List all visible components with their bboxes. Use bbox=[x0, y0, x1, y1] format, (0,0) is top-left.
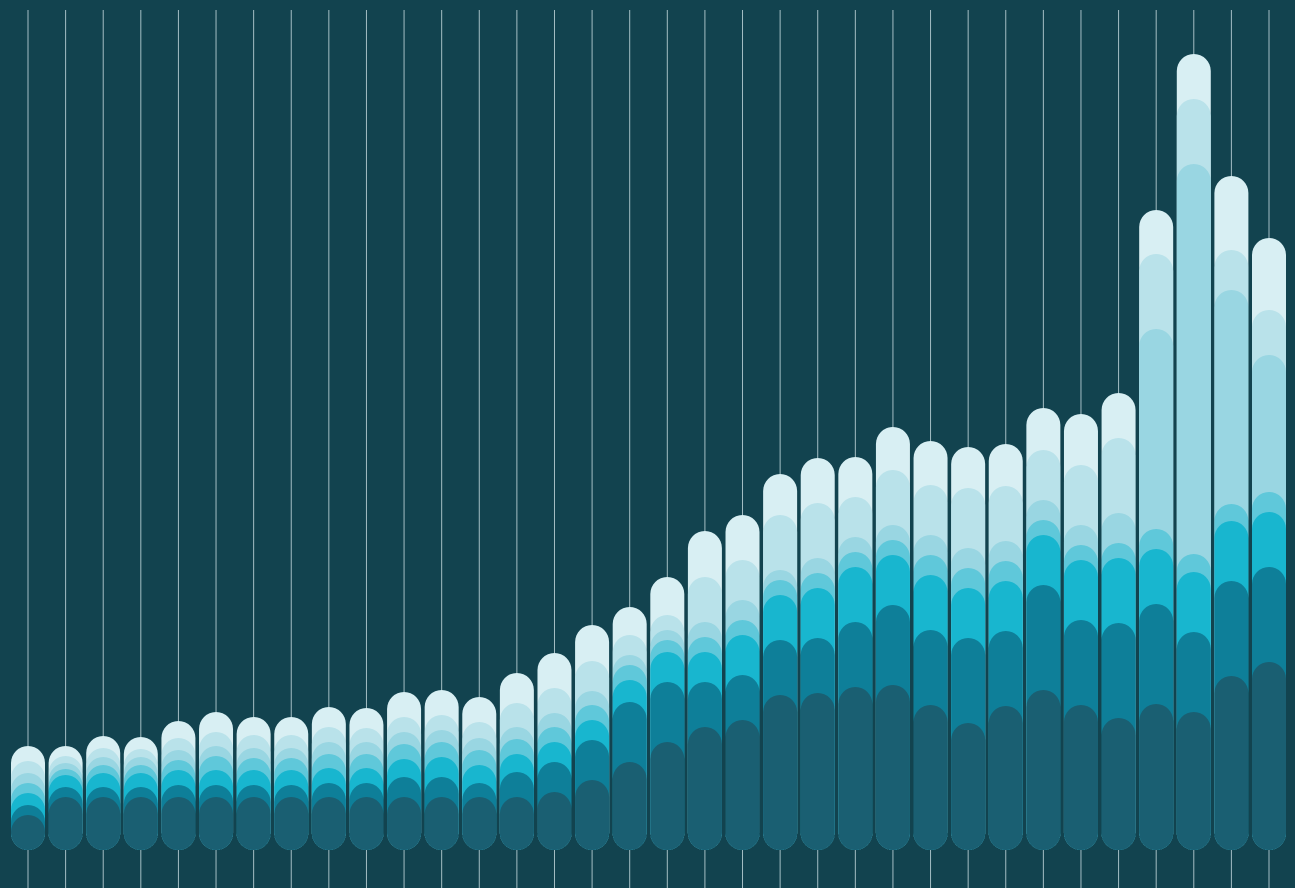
bar-segment bbox=[988, 706, 1023, 850]
bar-segment bbox=[1176, 712, 1211, 850]
bar-segment bbox=[875, 685, 910, 850]
bar-segment bbox=[1101, 718, 1136, 850]
bar-segment bbox=[387, 797, 422, 850]
bar-segment bbox=[48, 797, 83, 850]
bar-segment bbox=[650, 742, 685, 850]
bar-segment bbox=[537, 792, 572, 850]
bar-segment bbox=[1139, 704, 1174, 850]
bar-segment bbox=[838, 687, 873, 850]
bar-segment bbox=[575, 780, 610, 850]
bar-segment bbox=[311, 797, 346, 850]
bar-segment bbox=[462, 797, 497, 850]
bar-segment bbox=[687, 727, 722, 850]
bar-segment bbox=[123, 797, 158, 850]
bar-segment bbox=[800, 693, 835, 850]
bar-segment bbox=[349, 797, 384, 850]
bar-segment bbox=[424, 797, 459, 850]
bar-segment bbox=[1026, 690, 1061, 850]
bar-segment bbox=[161, 797, 196, 850]
bar-segment bbox=[236, 797, 271, 850]
bar-segment bbox=[11, 815, 45, 850]
bar-segment bbox=[1252, 662, 1286, 850]
bar-segment bbox=[86, 797, 121, 850]
bar-segment bbox=[763, 695, 798, 850]
bar-segment bbox=[274, 797, 309, 850]
bar-segment bbox=[913, 705, 948, 850]
bar-segment bbox=[1214, 676, 1249, 850]
bar-segment bbox=[1063, 705, 1098, 850]
bar-segment bbox=[725, 720, 760, 850]
bar-segment bbox=[499, 797, 534, 850]
bar-segment bbox=[199, 797, 234, 850]
bar-segment bbox=[951, 723, 986, 850]
bar-segment bbox=[612, 762, 647, 850]
